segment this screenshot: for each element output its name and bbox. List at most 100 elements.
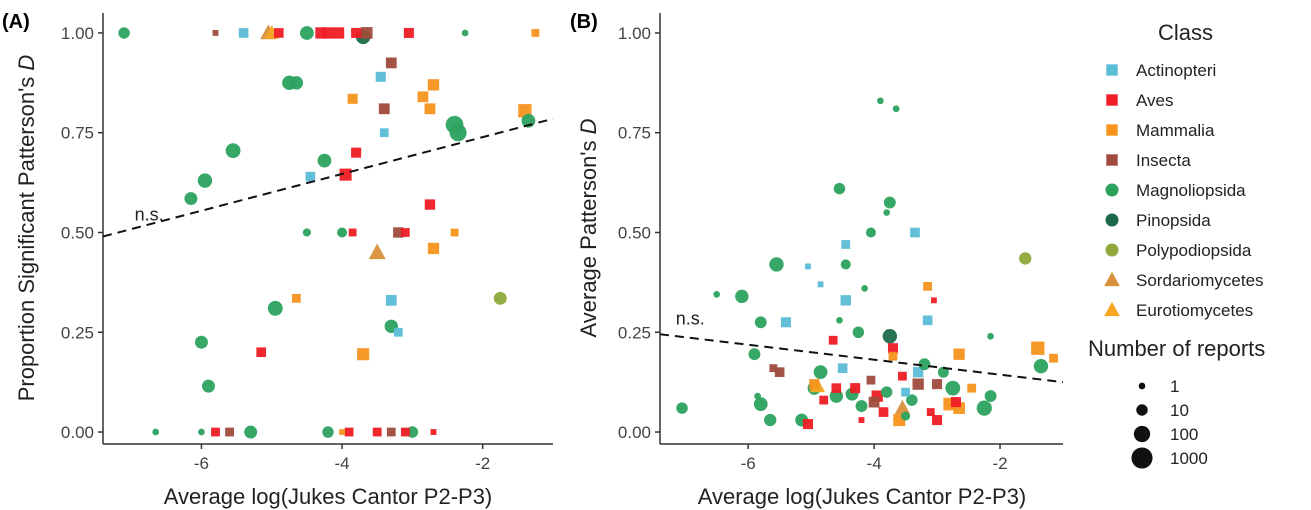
legend-class-items: Actinopteri Aves Mammalia Insecta Magnoliops… [1104,61,1264,320]
panel-b-data-point [833,182,846,195]
panel-b-data-point [901,411,911,421]
panel-b-y-tick-label: 0.25 [618,323,651,342]
panel-b-data-point [819,395,829,405]
panel-a-data-point [289,76,304,90]
panel-a-data-point [427,242,440,255]
panel-b-data-point [945,380,961,396]
legend-label-magnoliopsida: Magnoliopsida [1136,181,1246,200]
panel-b-data-point [932,415,943,426]
legend-key-actinopteri [1106,64,1118,76]
panel-b-data-point [953,348,965,360]
panel-b-data-point [912,378,924,390]
panel-a-data-point [225,427,234,437]
panel-a-data-point [337,227,348,238]
panel-b-data-point [850,383,861,394]
panel-b-data-point [987,332,994,340]
panel-a-y-tick-label: 0.50 [61,223,94,242]
panel-a-data-point [332,27,345,39]
panel-a-data-point [360,27,373,39]
panel-a-data-point [385,57,397,69]
panel-a-data-point [152,428,160,436]
panel-a-y-tick-label: 0.75 [61,124,94,143]
legend-label-sordariomycetes: Sordariomycetes [1136,271,1264,290]
panel-b-data-point [840,259,851,270]
panel-a-data-point [400,427,410,437]
panel-a-data-point [212,30,219,36]
panel-b-data-point [802,419,814,430]
panel-a-data-point [351,147,362,158]
panel-b-data-point [922,315,933,326]
panel-a-y-tick-label: 1.00 [61,24,94,43]
panel-a-trend-line [102,117,554,238]
panel-b-data-point [828,335,838,345]
panel-a-data-point [256,347,267,358]
panel-a-y-tick-label: 0.25 [61,323,94,342]
panel-a-data-point [197,173,213,188]
panel-b-trend-line [659,333,1064,384]
legend-label-actinopteri: Actinopteri [1136,61,1216,80]
panel-a-data-point [424,103,436,115]
panel-a-data-point [378,103,390,115]
panel-b-data-point [901,387,910,397]
legend-key-sordariomycetes [1104,271,1120,287]
legend-key-mammalia [1106,124,1118,136]
panel-b-data-point [883,196,896,209]
panel-b-data-point [840,295,851,306]
panel-b-data-point [868,396,880,408]
panel-b-data-point [764,413,777,427]
legend-label-eurotiomycetes: Eurotiomycetes [1136,301,1253,320]
panel-b-data-point [892,105,900,113]
panel-a-data-point [372,427,382,437]
panel-a-data-point [450,228,459,237]
panel-b-data-point [753,397,768,411]
panel-b-data-point [861,285,868,292]
legend-size-label: 100 [1170,425,1198,444]
panel-a-data-point [202,379,215,393]
panel-a-data-point [393,327,403,337]
panel-a-data-point [400,228,410,237]
panel-b-data-point [754,392,761,400]
panel-a-data-point [351,27,362,38]
panel-b-data-point [817,281,824,288]
panel-b-data-point [887,343,899,354]
panel-b-y-tick-label: 0.75 [618,124,651,143]
panel-a-data-point [393,227,404,238]
panel-b-data-point [774,367,785,377]
legend-key-eurotiomycetes [1104,301,1120,317]
panel-b-y-tick-label: 1.00 [618,24,651,43]
panel-b-data-point [754,316,767,329]
legend-key-polypodiopsida [1105,243,1119,257]
panel-a-data-point [347,93,358,104]
panel-b-x-axis-label: Average log(Jukes Cantor P2-P3) [698,484,1027,509]
panel-b-data-point [676,402,688,414]
panel-a-x-tick-label: -2 [475,454,490,473]
panel-a-data-point [322,426,334,438]
panel-b-data-point [883,209,891,216]
panel-b-data-point [930,297,937,304]
panel-b-label: (B) [570,11,598,33]
legend-key-insecta [1106,154,1118,166]
panel-a-data-point [417,91,429,103]
panel-a-data-point [300,26,314,40]
panel-a-data-point [184,192,198,206]
panel-a-data-point [322,27,334,39]
panel-b-data-point [837,363,848,373]
panel-b-data-point [953,402,965,414]
panel-a-data-point [211,427,220,437]
panel-b-data-point [976,400,992,416]
panel-b-data-point [852,326,865,339]
panel-b-data-point [898,371,907,381]
legend-size-label: 10 [1170,401,1189,420]
legend-size-key [1131,447,1153,469]
panel-b: (B) Average Patterson's D Average log(Ju… [570,11,1064,509]
panel-b-x-tick-label: -6 [741,454,756,473]
legend-size-label: 1 [1170,377,1179,396]
panel-a-data-point [267,300,283,316]
panel-a-x-tick-label: -4 [335,454,350,473]
panel-a-data-point [273,28,284,38]
panel-a-data-point [238,28,249,38]
panel-a-data-point [375,71,386,82]
legend-label-mammalia: Mammalia [1136,121,1215,140]
panel-b-data-point [855,400,868,413]
